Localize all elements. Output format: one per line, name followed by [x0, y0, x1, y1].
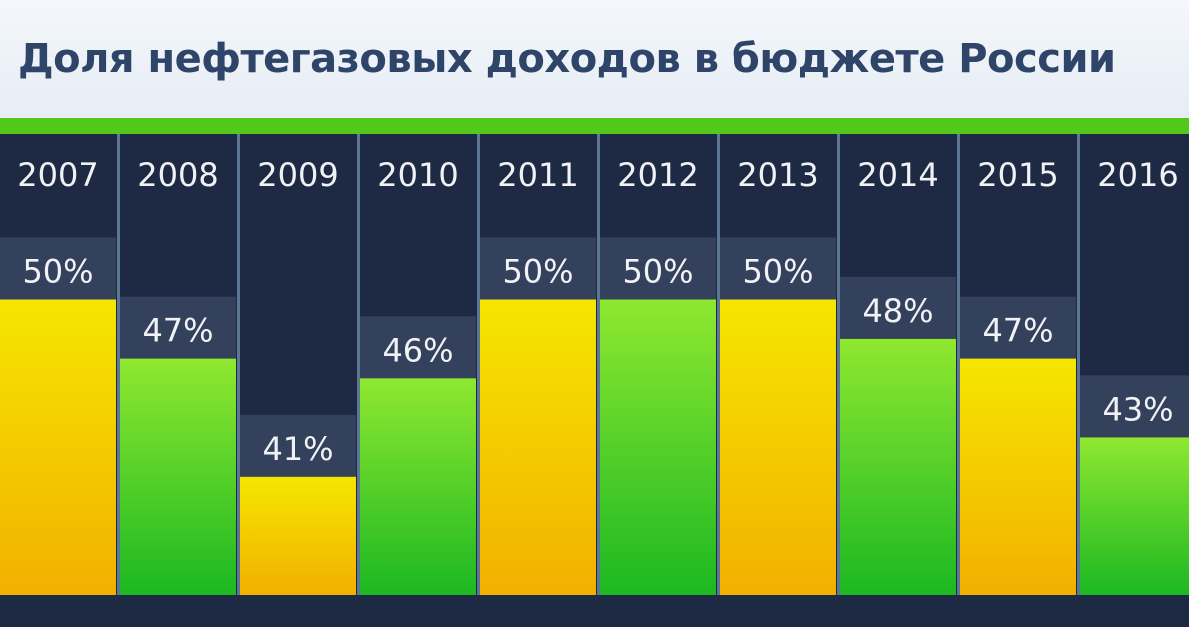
- year-label: 2010: [377, 156, 458, 194]
- bar-2010: [360, 378, 476, 595]
- data-label-box: [960, 296, 1076, 359]
- column-separator: [117, 134, 120, 595]
- year-label: 2011: [497, 156, 578, 194]
- data-label: 50%: [22, 253, 93, 291]
- data-label-box: [0, 237, 116, 300]
- data-label-box: [720, 237, 836, 300]
- data-label: 50%: [742, 253, 813, 291]
- data-label-box: [480, 237, 596, 300]
- data-label: 50%: [622, 253, 693, 291]
- bar-2011: [480, 299, 596, 595]
- column-separator: [717, 134, 720, 595]
- bar-2014: [840, 338, 956, 595]
- data-label: 48%: [862, 292, 933, 330]
- bar-2007: [0, 299, 116, 595]
- bar-2009: [240, 476, 356, 595]
- bar-2013: [720, 299, 836, 595]
- data-label-box: [240, 414, 356, 477]
- bar-2015: [960, 358, 1076, 595]
- year-label: 2012: [617, 156, 698, 194]
- data-label-box: [120, 296, 236, 359]
- baseline-band: [0, 595, 1189, 627]
- column-separator: [357, 134, 360, 595]
- year-label: 2008: [137, 156, 218, 194]
- year-label: 2009: [257, 156, 338, 194]
- year-label: 2013: [737, 156, 818, 194]
- bar-2016: [1080, 437, 1189, 595]
- column-separator: [957, 134, 960, 595]
- column-separator: [477, 134, 480, 595]
- year-label: 2014: [857, 156, 938, 194]
- column-separator: [237, 134, 240, 595]
- year-label: 2016: [1097, 156, 1178, 194]
- data-label-box: [840, 276, 956, 339]
- accent-line: [0, 118, 1189, 134]
- column-separator: [597, 134, 600, 595]
- data-label: 46%: [382, 331, 453, 369]
- data-label: 41%: [262, 430, 333, 468]
- data-label-box: [360, 316, 476, 379]
- column-separator: [837, 134, 840, 595]
- chart-title: Доля нефтегазовых доходов в бюджете Росс…: [18, 36, 1116, 82]
- bar-chart: 2007 50% 2008 47% 2009 41% 2010 46% 2011 50% 2012 5…: [0, 134, 1189, 627]
- bar-2008: [120, 358, 236, 595]
- data-label: 43%: [1102, 390, 1173, 428]
- bar-2012: [600, 299, 716, 595]
- data-label: 47%: [142, 312, 213, 350]
- data-label: 47%: [982, 312, 1053, 350]
- data-label: 50%: [502, 253, 573, 291]
- data-label-box: [1080, 375, 1189, 438]
- title-bar: Доля нефтегазовых доходов в бюджете Росс…: [0, 0, 1189, 118]
- data-label-box: [600, 237, 716, 300]
- year-label: 2015: [977, 156, 1058, 194]
- year-label: 2007: [17, 156, 98, 194]
- column-separator: [1077, 134, 1080, 595]
